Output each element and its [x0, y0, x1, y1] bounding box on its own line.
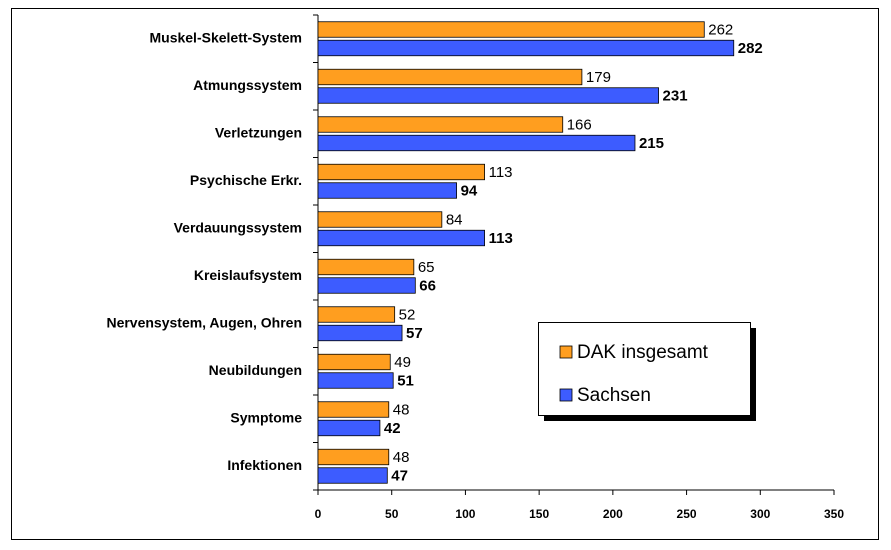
data-label: 94	[461, 182, 478, 199]
legend	[538, 322, 756, 421]
bar	[317, 419, 381, 437]
bar	[317, 277, 416, 294]
bar	[317, 211, 443, 228]
legend-swatch	[559, 345, 573, 359]
data-label: 47	[391, 467, 408, 484]
legend-swatch	[559, 388, 573, 402]
x-tick-label: 200	[603, 507, 623, 521]
data-label: 49	[394, 354, 411, 371]
data-label: 57	[406, 325, 423, 342]
x-tick-label: 350	[824, 507, 844, 521]
data-label: 48	[393, 449, 410, 466]
y-tick-label: Kreislaufsystem	[194, 267, 302, 283]
bar	[317, 353, 391, 371]
data-label: 65	[418, 259, 435, 276]
data-label: 52	[399, 306, 416, 323]
data-label: 113	[489, 230, 513, 247]
bar	[317, 324, 403, 342]
legend-label: DAK insgesamt	[577, 342, 709, 363]
data-label: 215	[639, 135, 664, 152]
data-label: 262	[708, 21, 733, 38]
y-tick-label: Neubildungen	[209, 362, 302, 378]
y-tick-label: Atmungssystem	[193, 77, 302, 93]
bar	[317, 21, 705, 38]
y-tick-label: Symptome	[230, 409, 302, 425]
data-label: 42	[384, 420, 401, 437]
bar	[317, 68, 583, 86]
bar	[317, 372, 394, 389]
data-label: 166	[567, 116, 592, 133]
bar	[317, 163, 485, 181]
x-tick-label: 250	[677, 507, 697, 521]
x-tick-label: 50	[385, 507, 399, 521]
x-tick-label: 100	[455, 507, 475, 521]
bar	[317, 116, 564, 133]
legend-label: Sachsen	[577, 385, 651, 406]
bar	[317, 39, 735, 57]
bar	[317, 306, 396, 323]
data-label: 113	[489, 164, 513, 181]
x-tick-label: 0	[315, 507, 322, 521]
x-tick-label: 150	[529, 507, 549, 521]
data-label: 66	[419, 277, 436, 294]
y-tick-label: Muskel-Skelett-System	[149, 29, 302, 45]
bar	[317, 401, 390, 418]
y-tick-label: Nervensystem, Augen, Ohren	[106, 314, 302, 330]
x-tick-label: 300	[750, 507, 770, 521]
data-label: 282	[738, 40, 763, 57]
data-label: 231	[663, 87, 688, 104]
bar	[317, 87, 659, 104]
bar	[317, 258, 415, 276]
y-tick-label: Infektionen	[227, 457, 302, 473]
y-tick-label: Psychische Erkr.	[190, 172, 302, 188]
data-label: 48	[393, 401, 410, 418]
y-tick-label: Verdauungssystem	[174, 219, 302, 235]
y-tick-label: Verletzungen	[215, 124, 302, 140]
data-label: 51	[397, 372, 414, 389]
bar	[317, 182, 457, 199]
data-label: 179	[586, 69, 611, 86]
bar	[317, 448, 390, 466]
bar	[317, 229, 485, 247]
legend-box	[538, 322, 751, 416]
bar	[317, 467, 388, 484]
data-label: 84	[446, 211, 463, 228]
bar	[317, 134, 636, 152]
